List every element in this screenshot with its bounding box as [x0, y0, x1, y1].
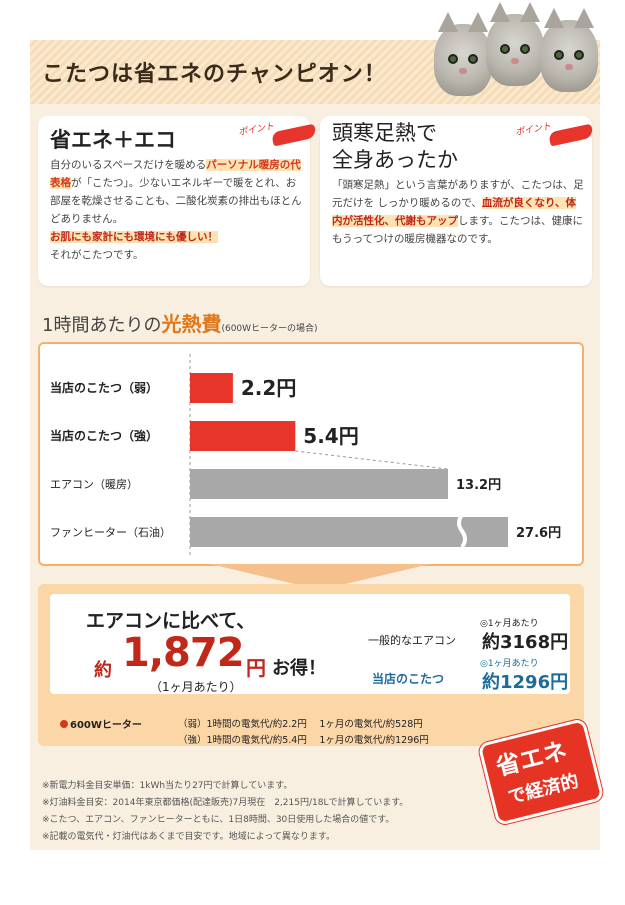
cost-bar — [190, 421, 296, 451]
comparison-guide-line — [295, 450, 449, 470]
heater-row: （強）1時間の電気代/約5.4円 1ヶ月の電気代/約1296円 — [178, 735, 429, 746]
box-body: 「頭寒足熱」という言葉がありますが、こたつは、足元だけを しっかり暖めるので、血… — [332, 179, 584, 245]
result-headline: エアコンに比べて、 — [86, 610, 256, 632]
brush-swoosh-icon — [271, 123, 317, 147]
heater-row: （弱）1時間の電気代/約2.2円 1ヶ月の電気代/約528円 — [178, 719, 423, 730]
axis-break-mark — [457, 513, 467, 549]
heater-label: 600Wヒーター — [60, 716, 142, 731]
result-inner: エアコンに比べて、 約 1,872 円 お得！ （1ヶ月あたり） 一般的なエアコ… — [50, 594, 570, 694]
kitten-icon — [434, 12, 492, 96]
cost-chart: 当店のこたつ（弱） 2.2円当店のこたつ（強） 5.4円エアコン（暖房） 13.2円フ… — [38, 342, 584, 566]
category-label: 当店のこたつ（強） — [50, 428, 158, 443]
label-general-aircon: 一般的なエアコン — [368, 634, 456, 647]
point-box-health: 頭寒足熱で 全身あったか ポイント 「頭寒足熱」という言葉がありますが、こたつは… — [320, 116, 594, 286]
kitten-icon — [486, 2, 544, 86]
brush-swoosh-icon — [548, 123, 594, 147]
box-body: 自分のいるスペースだけを暖めるパーソナル暖房の代表格が「こたつ」。少ないエネルギ… — [50, 159, 302, 261]
value-label: 5.4円 — [303, 424, 358, 448]
value-general: 約3168円 — [482, 632, 569, 653]
point-badge: ポイント — [515, 122, 594, 147]
cost-bar — [190, 469, 448, 499]
savings-amount: 1,872 — [122, 630, 245, 676]
box-heading: 省エネ＋エコ — [50, 128, 176, 152]
footnote: ※こたつ、エアコン、ファンヒーターともに、1日8時間、30日使用した場合の値です… — [42, 815, 395, 825]
value-label: 2.2円 — [241, 376, 296, 400]
value-ours: 約1296円 — [482, 672, 569, 693]
category-label: ファンヒーター（石油） — [50, 525, 171, 539]
cost-title: 1時間あたりの光熱費(600Wヒーターの場合) — [42, 312, 318, 336]
kitten-icon — [540, 8, 598, 92]
kittens-image — [430, 2, 600, 110]
footnote: ※記載の電気代・灯油代はあくまで目安です。地域によって異なります。 — [42, 832, 336, 842]
label-our-kotatsu: 当店のこたつ — [372, 672, 445, 686]
title-banner: こたつは省エネのチャンピオン！ — [30, 2, 600, 104]
cost-bar — [190, 373, 233, 403]
point-badge: ポイント — [238, 122, 317, 147]
value-label: 27.6円 — [516, 526, 561, 541]
category-label: 当店のこたつ（弱） — [50, 380, 158, 395]
category-label: エアコン（暖房） — [50, 478, 138, 491]
footnote: ※新電力料金目安単価：1kWh当たり27円で計算しています。 — [42, 781, 293, 791]
page-title: こたつは省エネのチャンピオン！ — [42, 62, 387, 87]
footnote: ※灯油料金目安：2014年東京都価格(配達販売)7月現在 2,215円/18Lで… — [42, 798, 409, 808]
value-label: 13.2円 — [456, 478, 501, 493]
cost-bar — [190, 517, 508, 547]
result-panel: エアコンに比べて、 約 1,872 円 お得！ （1ヶ月あたり） 一般的なエアコ… — [38, 584, 584, 746]
box-heading: 頭寒足熱で 全身あったか — [332, 121, 458, 172]
point-box-eco: 省エネ＋エコ ポイント 自分のいるスペースだけを暖めるパーソナル暖房の代表格が「… — [38, 116, 317, 286]
page: こたつは省エネのチャンピオン！ 省エネ＋エコ ポイント 自分のいるスペースだけを… — [30, 2, 605, 850]
footnotes: ※新電力料金目安単価：1kWh当たり27円で計算しています。 ※灯油料金目安：2… — [42, 778, 408, 846]
bullet-dot-icon — [60, 720, 68, 728]
